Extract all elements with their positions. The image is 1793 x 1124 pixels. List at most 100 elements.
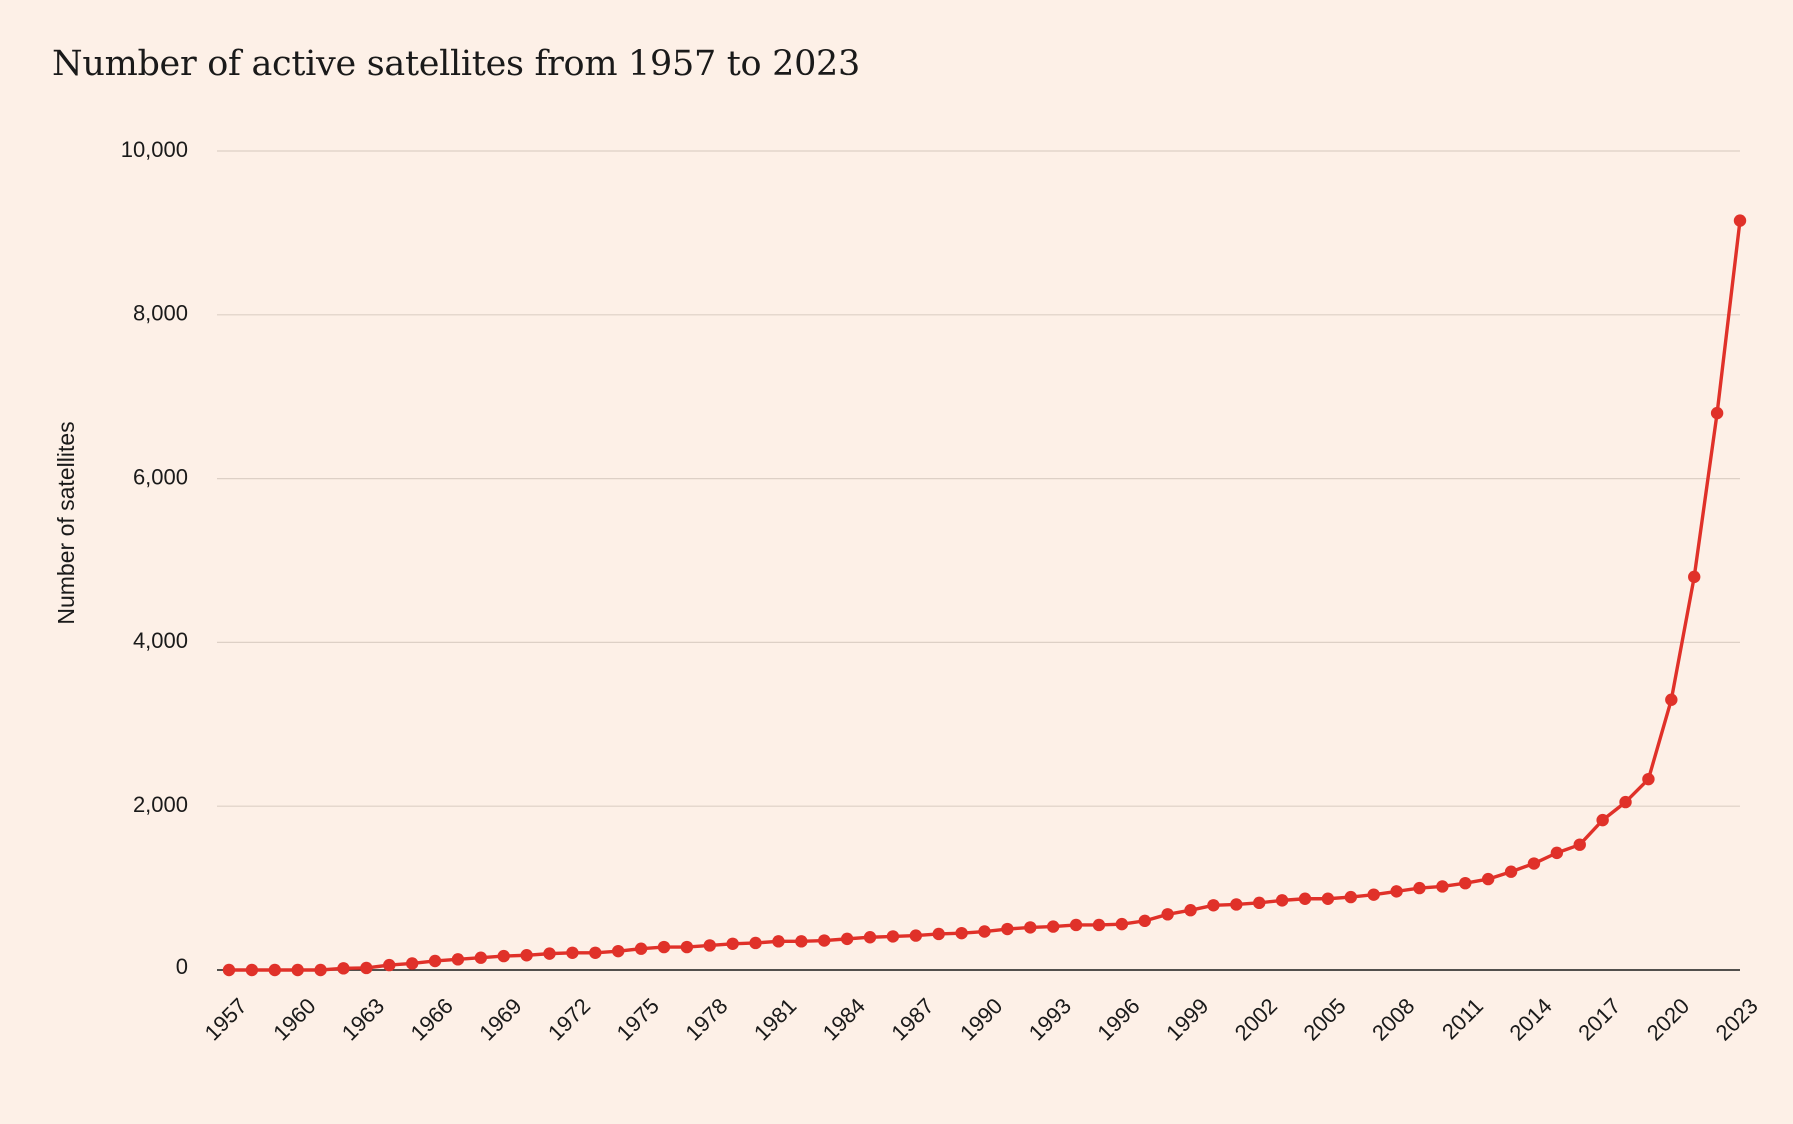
chart-title: Number of active satellites from 1957 to… — [52, 44, 860, 84]
data-point — [657, 940, 671, 954]
data-point — [566, 946, 579, 960]
data-point — [703, 939, 716, 952]
data-point — [1504, 865, 1518, 878]
data-point — [818, 934, 831, 947]
y-tick-label: 8,000 — [133, 301, 188, 326]
data-point — [589, 946, 602, 960]
x-tick-label: 1966 — [406, 993, 458, 1045]
data-point — [909, 929, 923, 942]
data-point — [1481, 872, 1495, 886]
data-point — [1069, 918, 1083, 932]
data-point — [726, 937, 739, 950]
data-point — [1710, 406, 1724, 420]
x-tick-label: 1957 — [200, 993, 252, 1045]
y-axis-title: Number of satellites — [53, 421, 79, 624]
data-point — [245, 963, 259, 977]
data-points — [222, 214, 1747, 977]
x-tick-label: 1975 — [612, 993, 664, 1045]
data-point — [222, 963, 236, 977]
data-point — [1001, 922, 1014, 936]
data-point — [1161, 908, 1174, 921]
data-point — [1619, 795, 1632, 809]
data-point — [1184, 904, 1197, 917]
data-point — [680, 940, 694, 954]
x-tick-label: 2017 — [1573, 993, 1625, 1045]
x-tick-label: 1981 — [749, 993, 801, 1045]
data-point — [337, 962, 350, 975]
x-tick-label: 1999 — [1161, 993, 1213, 1045]
axes: 0 2,000 4,000 6,000 8,000 10,000 1957 1960 1963 1… — [53, 137, 1763, 1046]
y-tick-label: 0 — [176, 954, 188, 979]
x-tick-label: 1993 — [1024, 993, 1076, 1045]
data-point — [772, 935, 785, 948]
data-point — [795, 935, 808, 948]
data-point — [863, 931, 877, 944]
data-point — [1459, 876, 1472, 890]
data-point — [428, 954, 442, 968]
data-point — [1436, 880, 1449, 893]
data-point — [1024, 921, 1037, 934]
x-tick-label: 1987 — [886, 993, 938, 1045]
x-tick-label: 2023 — [1711, 993, 1763, 1045]
data-point — [405, 957, 419, 970]
data-point — [291, 963, 304, 977]
data-point — [1367, 888, 1380, 901]
data-point — [1642, 772, 1655, 786]
data-point — [1115, 917, 1129, 931]
data-point — [1138, 914, 1151, 928]
x-tick-label: 1978 — [680, 993, 732, 1045]
data-point — [1298, 892, 1312, 905]
data-point — [1573, 838, 1586, 851]
gridlines — [217, 150, 1740, 807]
y-tick-label: 10,000 — [121, 137, 188, 162]
x-tick-label: 1960 — [268, 993, 320, 1045]
x-tick-label: 2008 — [1367, 993, 1419, 1045]
data-point — [932, 927, 945, 941]
data-point — [1413, 881, 1426, 895]
data-point — [1344, 890, 1358, 904]
data-point — [268, 963, 281, 977]
data-point — [749, 936, 762, 950]
x-tick-label: 1996 — [1092, 993, 1144, 1045]
data-point — [1550, 846, 1564, 860]
data-point — [886, 930, 900, 943]
data-point — [1092, 918, 1106, 932]
data-point — [1321, 892, 1335, 905]
y-tick-label: 6,000 — [133, 464, 188, 489]
x-tick-label: 1969 — [474, 993, 526, 1045]
x-tick-label: 2014 — [1505, 993, 1557, 1045]
data-point — [1275, 894, 1289, 907]
data-point — [497, 949, 510, 963]
x-tick-label: 2011 — [1437, 993, 1488, 1044]
data-point — [520, 949, 533, 962]
data-point — [474, 951, 488, 964]
data-point — [383, 958, 396, 972]
x-tick-label: 1990 — [955, 993, 1007, 1045]
y-tick-label: 2,000 — [133, 792, 188, 817]
x-tick-label: 2005 — [1298, 993, 1350, 1045]
y-tick-label: 4,000 — [133, 628, 188, 653]
data-point — [1665, 693, 1678, 706]
data-point — [1733, 214, 1747, 227]
data-point — [840, 932, 854, 946]
data-point — [314, 963, 327, 977]
series-line-layer — [227, 218, 1742, 972]
data-point — [1688, 570, 1701, 584]
x-tick-label: 2002 — [1230, 993, 1282, 1045]
x-tick-label: 1972 — [543, 993, 595, 1045]
data-point — [360, 961, 373, 975]
data-point — [1527, 857, 1541, 870]
data-point — [543, 947, 556, 960]
data-point — [451, 953, 465, 966]
x-tick-label: 2020 — [1642, 993, 1694, 1045]
x-tick-label: 1963 — [337, 993, 389, 1045]
data-point — [955, 926, 968, 940]
data-point — [1046, 920, 1060, 933]
x-tick-label: 1984 — [818, 993, 870, 1045]
series-line — [227, 218, 1742, 972]
data-point — [1207, 899, 1220, 912]
data-point — [1596, 813, 1609, 827]
data-point — [1390, 885, 1403, 898]
